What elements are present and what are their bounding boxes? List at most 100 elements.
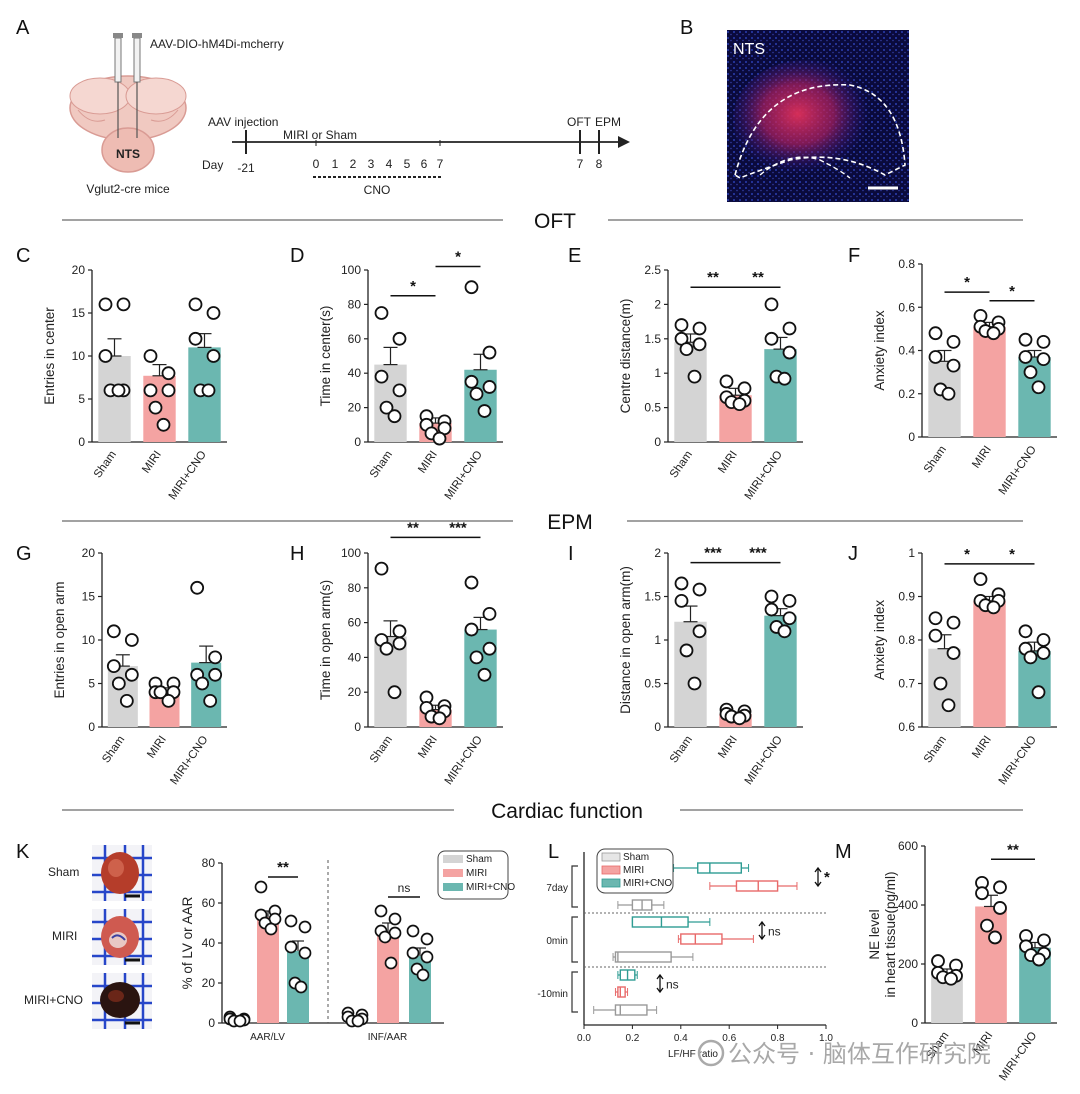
data-point — [387, 409, 402, 424]
legend-swatch — [443, 855, 463, 863]
category-label: Sham — [922, 734, 949, 765]
day-tick-label: 3 — [368, 157, 375, 171]
legend-label: MIRI+CNO — [623, 878, 672, 889]
category-label: MIRI — [716, 449, 740, 476]
y-axis-label: Time in open arm(s) — [318, 580, 333, 700]
data-point — [946, 358, 961, 373]
significance-label: *** — [704, 545, 722, 562]
heart-photo-miri — [92, 909, 152, 965]
chart-d-time-center: 0 20 40 60 80 100 Time in center(s) Sham MIRI MIR… — [318, 249, 503, 502]
mouse-line-label: Vglut2-cre mice — [86, 182, 170, 196]
y-tick-label: 200 — [898, 957, 918, 971]
significance-label: * — [455, 249, 461, 266]
data-point — [732, 711, 747, 726]
data-point — [298, 920, 312, 934]
data-point — [980, 918, 994, 933]
y-tick-label: 1 — [908, 546, 915, 560]
data-point — [392, 624, 407, 639]
data-point — [188, 331, 203, 346]
data-point — [482, 641, 497, 656]
data-point — [933, 676, 948, 691]
x-axis-label: LF/HF ratio — [668, 1049, 718, 1060]
panel-letter-l: L — [548, 841, 559, 863]
data-point — [1031, 380, 1046, 395]
data-point — [986, 326, 1001, 341]
data-point — [1018, 624, 1033, 639]
y-axis-label: Entries in open arm — [52, 581, 67, 698]
section-title-cardiac: Cardiac function — [491, 800, 643, 823]
data-point — [692, 624, 707, 639]
y-tick-label: 5 — [78, 392, 85, 406]
data-point — [1036, 646, 1051, 660]
legend: Sham MIRI MIRI+CNO — [596, 848, 674, 894]
data-point — [764, 331, 779, 346]
data-point — [469, 386, 484, 401]
model-label: MIRI or Sham — [283, 128, 357, 142]
data-point — [477, 667, 492, 682]
y-tick-label: 0 — [654, 720, 661, 734]
data-point — [233, 1014, 247, 1028]
legend-label: Sham — [466, 854, 492, 865]
arrow-heads — [814, 866, 822, 888]
data-point — [782, 611, 797, 626]
data-point — [432, 711, 447, 726]
day-tick-label: -21 — [237, 161, 255, 175]
day-tick-label: 7 — [437, 157, 444, 171]
y-axis-label: Time in center(s) — [318, 306, 333, 407]
y-axis-label: Anxiety index — [872, 310, 887, 391]
section-headers: OFT EPM Cardiac function — [62, 210, 1023, 823]
data-point — [1023, 365, 1038, 380]
data-point — [374, 369, 389, 384]
data-point — [928, 628, 943, 643]
panel-letter-d: D — [290, 245, 304, 267]
y-tick-label: 0.7 — [898, 677, 915, 691]
chart-i-distance-open-arm: 0 0.5 1 1.5 2 Distance in open arm(m) Sham MIRI… — [618, 545, 803, 787]
y-tick-label: 1.5 — [644, 332, 661, 346]
panel-b: B NTS — [680, 17, 909, 202]
category-label: MIRI — [716, 734, 740, 761]
arrow-heads — [758, 920, 766, 941]
data-point — [482, 380, 497, 394]
y-axis-label: NE level — [867, 909, 882, 959]
bar — [377, 933, 399, 1023]
category-label: MIRI+CNO — [997, 1030, 1039, 1083]
legend-swatch — [443, 869, 463, 877]
data-point — [777, 624, 792, 639]
y-tick-label: 0 — [354, 435, 361, 449]
x-tick-label: 0.6 — [722, 1033, 736, 1044]
y-tick-label: 20 — [202, 976, 216, 990]
panel-letter-b: B — [680, 17, 693, 39]
region-label: NTS — [116, 147, 140, 161]
y-tick-label: 20 — [82, 546, 96, 560]
day-tick-labels: -21 0 1 2 3 4 5 6 7 7 8 — [237, 157, 602, 175]
panel-letter-i: I — [568, 543, 574, 565]
oft-timeline-label: OFT — [567, 115, 592, 129]
y-axis-label: Anxiety index — [872, 600, 887, 681]
y-tick-label: 15 — [72, 306, 86, 320]
day-label: Day — [202, 158, 223, 172]
y-tick-label: 10 — [72, 349, 86, 363]
data-point — [692, 321, 707, 336]
y-tick-label: 80 — [202, 856, 216, 870]
significance-label: * — [964, 546, 970, 563]
data-point — [351, 1014, 365, 1028]
data-point — [1023, 650, 1038, 665]
panel-letter-m: M — [835, 841, 852, 863]
day-tick-label: 7 — [577, 157, 584, 171]
data-point — [679, 342, 694, 357]
panel-letter-c: C — [16, 245, 30, 267]
virus-label: AAV-DIO-hM4Di-mcherry — [150, 37, 284, 51]
panel-letter-f: F — [848, 245, 860, 267]
data-point — [143, 349, 158, 363]
data-point — [254, 880, 268, 894]
data-point — [975, 886, 989, 901]
data-point — [374, 306, 389, 320]
data-point — [973, 572, 988, 586]
significance-label: * — [1009, 546, 1015, 563]
category-label: Sham — [368, 734, 395, 765]
data-point — [482, 607, 497, 621]
data-point — [406, 946, 420, 960]
y-tick-label: 2 — [654, 546, 661, 560]
data-point — [116, 297, 131, 312]
y-tick-label: 60 — [202, 896, 216, 910]
